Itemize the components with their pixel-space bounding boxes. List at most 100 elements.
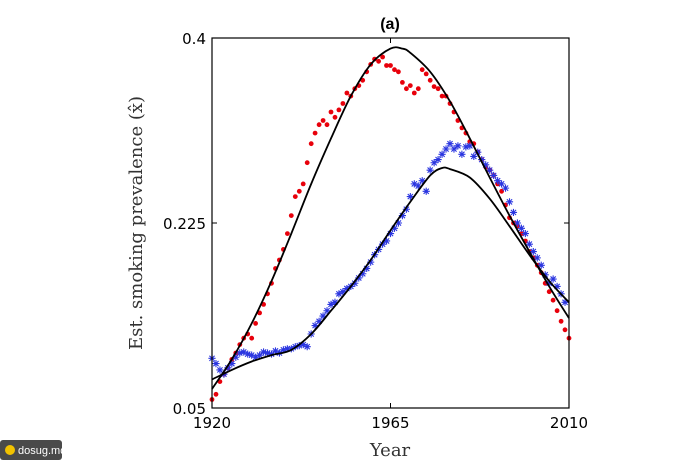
data-point-star	[430, 159, 438, 167]
data-point-star	[216, 366, 224, 374]
data-point-star	[224, 364, 232, 372]
data-point-dot	[320, 118, 326, 123]
data-point-dot	[308, 141, 314, 147]
plot-content	[208, 46, 572, 402]
data-point-star	[339, 288, 347, 296]
watermark: dosug.md	[0, 440, 66, 460]
data-point-dot	[562, 327, 568, 333]
x-tick-label-2010: 2010	[550, 414, 588, 432]
data-point-star	[406, 192, 414, 201]
data-point-star	[505, 198, 514, 206]
watermark-background	[0, 440, 62, 460]
data-point-dot	[407, 83, 413, 88]
series-star	[208, 140, 569, 378]
data-point-star	[299, 340, 307, 349]
data-point-star	[398, 212, 406, 220]
data-point-dot	[253, 321, 258, 326]
data-point-star	[271, 347, 280, 355]
data-point-star	[355, 274, 363, 282]
data-point-dot	[340, 101, 346, 106]
data-point-dot	[384, 63, 389, 68]
data-point-star	[311, 321, 319, 330]
y-tick-label-0.4: 0.4	[182, 30, 206, 48]
data-point-star	[382, 237, 391, 245]
data-point-star	[363, 264, 371, 273]
data-point-star	[410, 180, 418, 188]
data-point-star	[426, 166, 434, 174]
data-point-star	[537, 261, 545, 269]
data-point-star	[232, 353, 240, 361]
data-point-dot	[328, 109, 334, 115]
data-point-dot	[324, 122, 330, 128]
data-point-star	[490, 171, 498, 180]
data-point-star	[303, 343, 311, 351]
data-point-dot	[400, 80, 405, 85]
data-point-star	[422, 187, 430, 195]
data-point-star	[359, 270, 367, 278]
data-point-star	[252, 353, 260, 361]
x-tick-label-1920: 1920	[193, 414, 231, 432]
data-point-star	[367, 258, 375, 266]
data-point-star	[331, 298, 339, 306]
y-axis-label: Est. smoking prevalence (x̂)	[126, 96, 147, 350]
data-point-star	[501, 184, 510, 192]
data-point-star	[414, 182, 422, 190]
fit-curve-2	[211, 166, 570, 381]
data-point-dot	[411, 90, 417, 96]
data-point-star	[462, 143, 470, 151]
data-point-star	[240, 348, 248, 356]
data-point-dot	[392, 67, 397, 73]
data-point-star	[335, 290, 343, 298]
watermark-logo-icon	[5, 445, 15, 455]
data-point-star	[454, 142, 462, 150]
data-point-star	[494, 177, 502, 185]
data-point-star	[279, 346, 287, 354]
data-point-star	[394, 219, 403, 227]
y-tick-label-0.05: 0.05	[173, 400, 206, 418]
data-point-star	[466, 142, 474, 150]
data-point-dot	[296, 188, 302, 194]
data-point-dot	[213, 391, 219, 397]
data-point-star	[517, 224, 525, 232]
data-point-dot	[388, 63, 393, 68]
data-point-star	[545, 279, 553, 287]
data-point-star	[513, 219, 522, 227]
data-point-dot	[554, 308, 560, 314]
data-point-dot	[344, 90, 350, 96]
data-point-star	[521, 229, 529, 238]
data-point-star	[533, 254, 541, 262]
data-point-dot	[404, 86, 409, 92]
data-point-star	[525, 240, 533, 248]
data-point-dot	[376, 58, 381, 64]
data-point-star	[482, 161, 490, 169]
data-point-star	[478, 155, 486, 164]
data-point-star	[438, 150, 446, 158]
data-point-dot	[415, 86, 421, 92]
data-point-star	[402, 205, 410, 213]
data-point-star	[287, 345, 295, 353]
y-tick-label-0.225: 0.225	[163, 215, 206, 233]
data-point-star	[267, 350, 276, 358]
data-point-star	[529, 247, 537, 256]
data-point-dot	[316, 122, 322, 128]
data-point-star	[315, 317, 323, 325]
data-point-star	[263, 349, 272, 357]
data-point-star	[244, 350, 252, 358]
data-point-dot	[431, 84, 437, 89]
data-point-dot	[304, 160, 310, 166]
data-point-star	[442, 145, 450, 153]
data-point-dot	[423, 71, 429, 77]
data-point-dot	[249, 335, 255, 341]
data-point-dot	[546, 289, 552, 295]
data-point-star	[256, 351, 264, 359]
data-point-dot	[439, 93, 445, 99]
data-point-dot	[427, 77, 433, 83]
data-point-star	[228, 360, 236, 368]
data-point-star	[259, 348, 268, 356]
data-point-star	[418, 177, 426, 185]
data-point-star	[351, 279, 359, 287]
data-point-dot	[435, 86, 441, 92]
data-point-dot	[292, 194, 298, 200]
data-point-dot	[300, 181, 306, 187]
